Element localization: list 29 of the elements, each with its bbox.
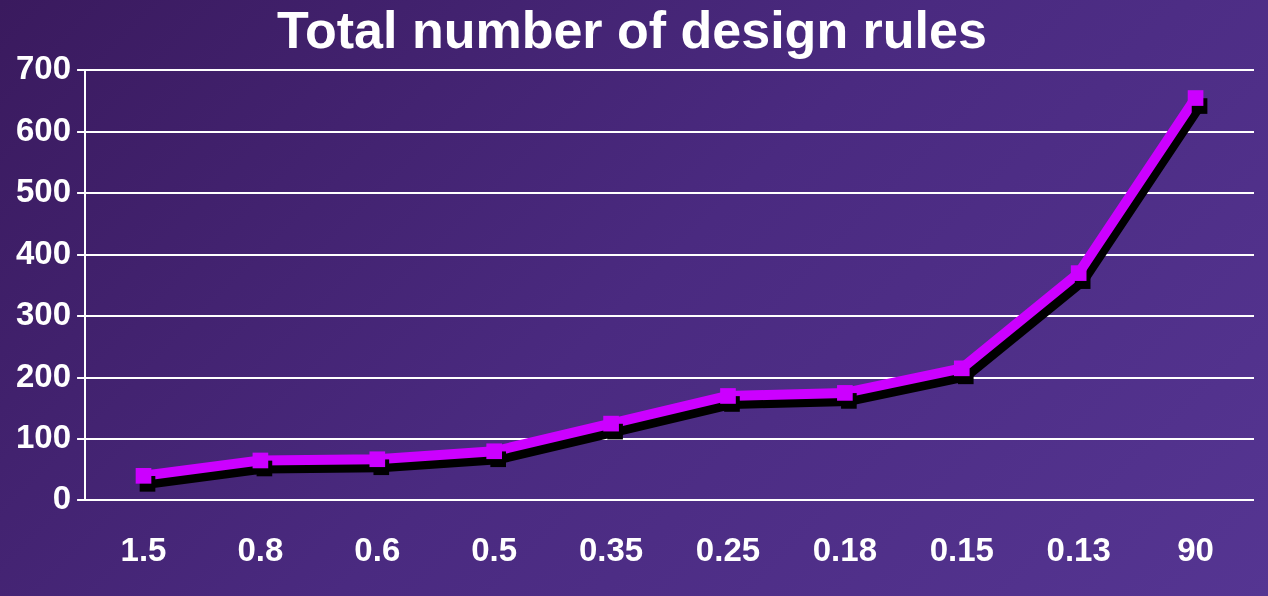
y-tick-label: 100 <box>16 418 72 456</box>
chart-title: Total number of design rules <box>277 0 987 59</box>
x-tick-label: 0.5 <box>471 531 518 569</box>
y-tick-label: 400 <box>16 233 72 271</box>
point <box>720 388 736 404</box>
y-tick-label: 300 <box>16 295 72 333</box>
x-tick-label: 0.6 <box>354 531 401 569</box>
point <box>953 360 970 377</box>
y-tick-label: 600 <box>16 110 72 148</box>
point <box>486 443 503 460</box>
y-tick-label: 0 <box>52 479 72 517</box>
y-tick-label: 700 <box>16 49 72 87</box>
y-tick-label: 500 <box>16 172 72 210</box>
x-tick-label: 0.25 <box>695 531 761 569</box>
x-tick-label: 1.5 <box>120 531 167 569</box>
x-tick-label: 0.18 <box>812 531 877 569</box>
x-tick-label: 0.15 <box>929 531 994 569</box>
point <box>603 415 619 432</box>
x-tick-label: 0.35 <box>578 531 644 569</box>
point <box>1070 265 1087 281</box>
point <box>369 451 386 468</box>
x-tick-label: 0.13 <box>1046 531 1111 569</box>
point <box>135 468 152 484</box>
point <box>1187 90 1204 106</box>
x-tick-label: 0.8 <box>237 531 284 569</box>
x-tick-label: 90 <box>1177 531 1214 569</box>
point <box>837 385 853 401</box>
y-tick-label: 200 <box>16 356 72 394</box>
point <box>252 452 269 469</box>
